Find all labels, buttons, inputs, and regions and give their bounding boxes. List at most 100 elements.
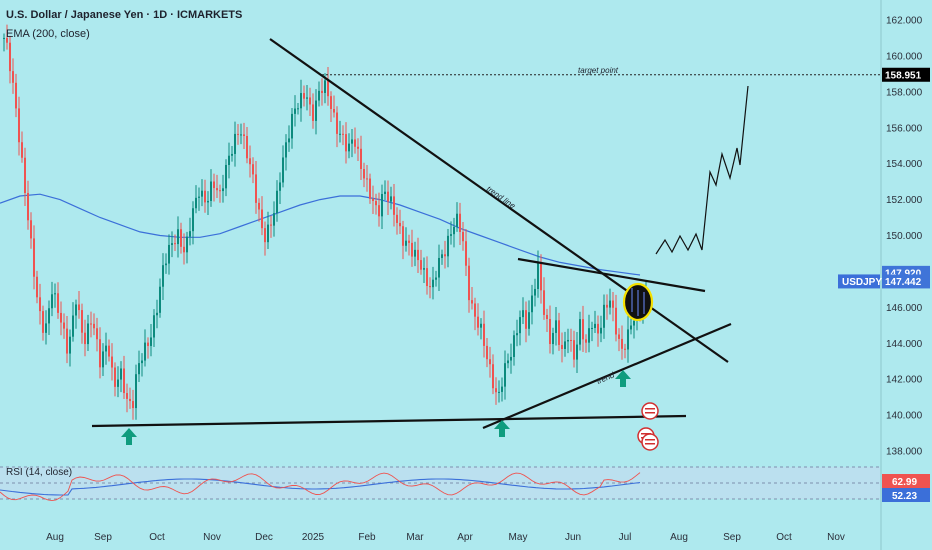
- candle-body: [459, 213, 461, 232]
- candle-body: [132, 401, 134, 409]
- candle-body: [318, 90, 320, 101]
- candle-body: [288, 138, 290, 143]
- rsi-level-label: 52.23: [892, 491, 917, 502]
- candle-body: [273, 213, 275, 226]
- candle-body: [36, 276, 38, 298]
- candle-body: [549, 319, 551, 345]
- candle-body: [519, 317, 521, 334]
- candle-body: [24, 157, 26, 194]
- candle-body: [603, 304, 605, 328]
- candle-body: [102, 351, 104, 368]
- candle-body: [621, 338, 623, 349]
- time-tick-label: Feb: [358, 532, 376, 543]
- candle-body: [594, 323, 596, 328]
- candle-body: [429, 286, 431, 288]
- rsi-level-tag: [882, 488, 930, 502]
- candle-body: [195, 197, 197, 209]
- rising-trend-line: [482, 322, 732, 430]
- time-tick-label: Oct: [149, 532, 165, 543]
- candle-body: [81, 310, 83, 333]
- price-tick-label: 146.000: [886, 303, 923, 314]
- candle-body: [399, 222, 401, 227]
- time-tick-label: Oct: [776, 532, 792, 543]
- candle-body: [69, 336, 71, 354]
- price-tick-label: 142.000: [886, 375, 923, 386]
- candle-body: [147, 342, 149, 346]
- candle-body: [567, 339, 569, 342]
- flag-stripe: [645, 439, 655, 441]
- candle-body: [108, 345, 110, 357]
- price-tick-label: 160.000: [886, 51, 923, 62]
- candle-body: [462, 231, 464, 242]
- candle-body: [627, 329, 629, 350]
- candle-body: [570, 339, 572, 341]
- flag-stripe: [641, 433, 651, 435]
- candle-body: [183, 246, 185, 253]
- candle-body: [252, 164, 254, 175]
- rsi-layer: [0, 466, 880, 502]
- candle-body: [87, 323, 89, 345]
- flag-stripe: [645, 443, 655, 445]
- target-point-label: target point: [578, 66, 619, 75]
- candle-body: [66, 328, 68, 354]
- candle-body: [357, 146, 359, 149]
- candle-body: [222, 188, 224, 192]
- candle-body: [396, 214, 398, 223]
- candle-body: [507, 360, 509, 364]
- candle-body: [300, 93, 302, 109]
- candles-layer: [3, 24, 647, 420]
- candle-body: [54, 293, 56, 295]
- candle-body: [6, 37, 8, 43]
- candle-body: [99, 339, 101, 368]
- axis-layer: 138.000140.000142.000144.000146.000148.0…: [46, 0, 930, 550]
- candle-body: [276, 190, 278, 214]
- candle-body: [303, 93, 305, 99]
- candle-body: [297, 108, 299, 110]
- candle-body: [216, 188, 218, 191]
- candle-body: [420, 260, 422, 270]
- candle-body: [453, 226, 455, 235]
- candle-body: [615, 307, 617, 335]
- price-tick-label: 150.000: [886, 231, 923, 242]
- candle-body: [564, 341, 566, 349]
- rsi-value-tag: [882, 474, 930, 488]
- candle-body: [351, 139, 353, 144]
- candle-body: [18, 108, 20, 143]
- candle-body: [483, 323, 485, 346]
- candle-body: [576, 344, 578, 360]
- candle-body: [177, 229, 179, 245]
- candle-body: [612, 300, 614, 308]
- candle-body: [513, 335, 515, 357]
- rsi-signal-line: [0, 478, 641, 496]
- candle-body: [531, 295, 533, 313]
- time-tick-label: May: [509, 532, 528, 543]
- candle-body: [111, 356, 113, 368]
- candle-body: [516, 333, 518, 336]
- candle-body: [633, 320, 635, 326]
- candle-body: [264, 228, 266, 243]
- horizontal-support-line: [91, 414, 687, 428]
- candle-body: [390, 196, 392, 202]
- candle-body: [60, 312, 62, 323]
- candle-body: [198, 196, 200, 198]
- candle-body: [384, 191, 386, 194]
- candle-body: [90, 323, 92, 325]
- candle-body: [348, 143, 350, 152]
- candle-body: [294, 108, 296, 114]
- candle-body: [606, 304, 608, 308]
- candle-body: [438, 257, 440, 278]
- candle-body: [387, 191, 389, 202]
- price-tick-label: 156.000: [886, 123, 923, 134]
- candle-body: [249, 158, 251, 165]
- rsi-line: [0, 472, 641, 502]
- candle-body: [210, 181, 212, 201]
- projected-path: [655, 85, 749, 255]
- candle-body: [57, 293, 59, 313]
- time-tick-label: 2025: [302, 532, 325, 543]
- time-tick-label: Dec: [255, 532, 273, 543]
- flag-stripe: [645, 412, 655, 414]
- price-tag-label: 158.951: [885, 70, 922, 81]
- candle-body: [417, 249, 419, 261]
- price-tick-label: 162.000: [886, 16, 923, 27]
